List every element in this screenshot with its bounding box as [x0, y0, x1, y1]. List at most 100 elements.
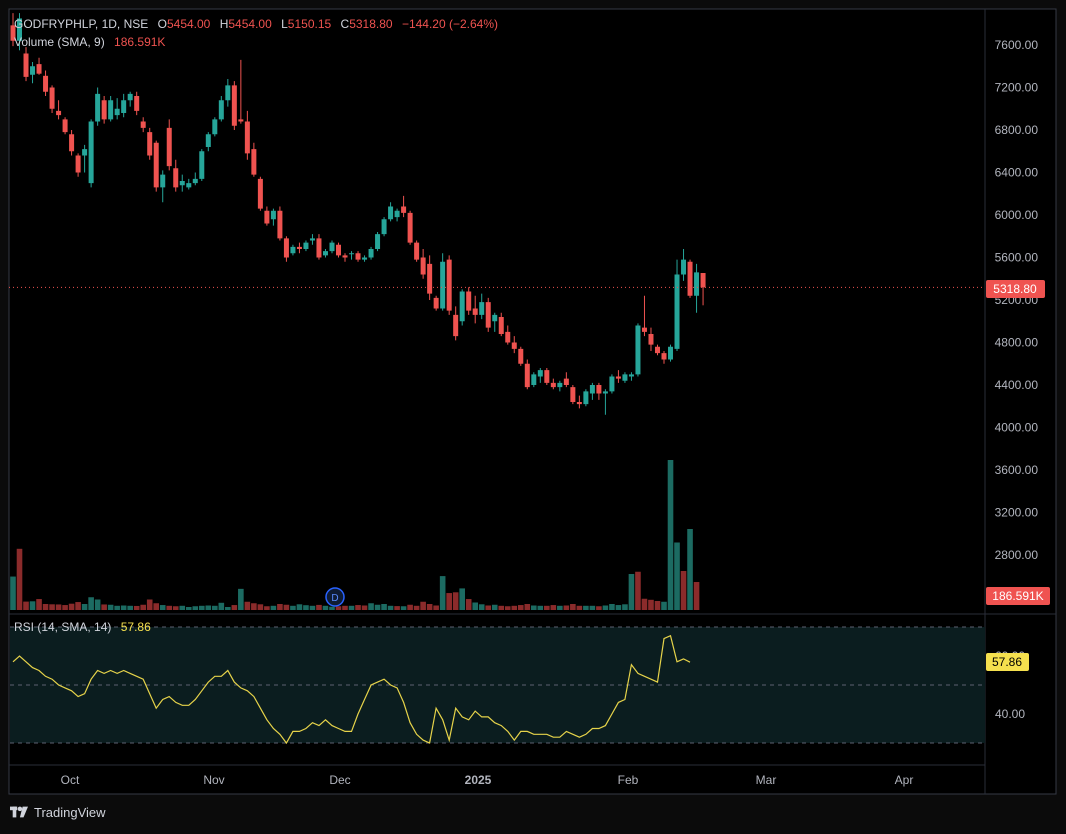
dividend-marker[interactable]: D	[325, 587, 345, 607]
volume-bar	[114, 605, 120, 610]
volume-bar	[101, 604, 107, 610]
candle-body	[635, 325, 641, 375]
candle-body	[277, 210, 283, 239]
volume-bar	[133, 605, 140, 610]
volume-bar	[36, 599, 42, 610]
legend-o-label: O	[158, 17, 167, 31]
legend-h-label: H	[220, 17, 229, 31]
candle-body	[349, 253, 355, 255]
legend-o-value: 5454.00	[167, 17, 211, 31]
dividend-marker-circle[interactable]	[325, 587, 345, 607]
price-badge-text: 5318.80	[993, 282, 1037, 296]
candle-body	[368, 249, 374, 258]
candle-body	[62, 119, 68, 133]
candle-body	[550, 382, 556, 388]
volume-bar	[264, 606, 270, 610]
candle-body	[95, 93, 101, 122]
legend-volume-value: 186.591K	[114, 35, 165, 49]
brand-name: TradingView	[34, 804, 106, 820]
candle-body	[641, 327, 647, 332]
legend-l-label: L	[281, 17, 288, 31]
legend-change: −144.20 (−2.64%)	[402, 17, 498, 31]
volume-bar	[62, 605, 68, 610]
candle-body	[179, 181, 185, 186]
legend-rsi-value: 57.86	[121, 620, 151, 634]
volume-bar	[329, 606, 335, 610]
candle-body	[270, 210, 276, 220]
volume-bar	[693, 582, 700, 610]
brand-logo[interactable]: TradingView	[10, 802, 106, 822]
candle-body	[264, 210, 270, 224]
volume-bar	[446, 593, 452, 610]
volume-bar	[622, 604, 628, 610]
price-tick-label: 3200.00	[995, 506, 1039, 520]
candle-body	[570, 387, 576, 402]
volume-bar	[185, 607, 192, 610]
candle-body	[82, 149, 88, 156]
legend-volume-label: Volume (SMA, 9)	[14, 35, 105, 49]
time-tick-label: Nov	[203, 773, 224, 787]
candle-body	[309, 238, 315, 241]
volume-bar	[635, 571, 641, 610]
candle-body	[355, 253, 361, 260]
time-tick-label: Mar	[756, 773, 777, 787]
volume-bar	[596, 606, 602, 610]
candle-body	[23, 53, 29, 77]
volume-bar	[322, 605, 329, 610]
volume-bar	[225, 607, 231, 610]
volume-bar	[387, 605, 394, 610]
volume-bar	[348, 605, 355, 610]
volume-bar	[661, 601, 667, 610]
volume-bar	[563, 605, 570, 610]
candle-body	[668, 346, 674, 360]
price-axis[interactable]: 7600.00 7200.00 6800.00 6400.00 6000.00 5600.…	[995, 38, 1039, 562]
candle-body	[127, 93, 133, 101]
volume-bar	[381, 604, 387, 610]
legend-rsi-label: RSI (14, SMA, 14)	[14, 620, 111, 634]
candle-body	[290, 246, 296, 254]
price-badge: 5318.80	[986, 280, 1045, 298]
time-tick-label: Apr	[895, 773, 914, 787]
volume-bar	[667, 460, 674, 610]
candle-body	[453, 314, 459, 337]
candle-body	[121, 100, 127, 113]
tradingview-logo-icon	[10, 806, 28, 818]
time-tick-label: Oct	[61, 773, 80, 787]
volume-bar	[342, 605, 348, 610]
candle-body	[498, 317, 504, 334]
candle-body	[557, 382, 563, 388]
legend-rsi[interactable]: RSI (14, SMA, 14) 57.86	[14, 620, 151, 634]
legend-main[interactable]: GODFRYPHLP, 1D, NSE O5454.00 H5454.00 L5…	[14, 17, 498, 49]
volume-bar	[153, 603, 160, 610]
candle-body	[427, 263, 433, 294]
legend-rsi-text: RSI (14, SMA, 14) 57.86	[14, 620, 151, 634]
volume-bar	[309, 605, 316, 610]
logo-dot	[17, 806, 23, 812]
volume-bar	[407, 604, 413, 610]
volume-bar	[491, 604, 498, 610]
candle-body	[531, 374, 537, 385]
legend-c-label: C	[341, 17, 350, 31]
volume-bar	[609, 604, 615, 610]
candle-body	[296, 246, 302, 249]
candle-body	[674, 274, 680, 349]
volume-bar	[290, 605, 296, 610]
volume-bar	[680, 571, 687, 610]
volume-bar	[413, 605, 420, 610]
candle-body	[147, 132, 153, 156]
time-axis[interactable]: Oct Nov Dec 2025 Feb Mar Apr	[61, 773, 914, 787]
volume-bar	[589, 605, 596, 610]
rsi-badge-bg	[986, 653, 1029, 671]
volume-bar	[316, 604, 322, 610]
candle-body	[479, 302, 485, 315]
volume-bar	[231, 605, 238, 610]
candle-body	[375, 234, 381, 249]
candle-body	[114, 108, 120, 116]
volume-bar	[557, 605, 563, 610]
volume-bar	[251, 603, 257, 610]
candle-body	[615, 376, 621, 379]
volume-bar	[420, 601, 426, 610]
price-tick-label: 4400.00	[995, 378, 1039, 392]
price-badge-bg	[986, 280, 1045, 298]
